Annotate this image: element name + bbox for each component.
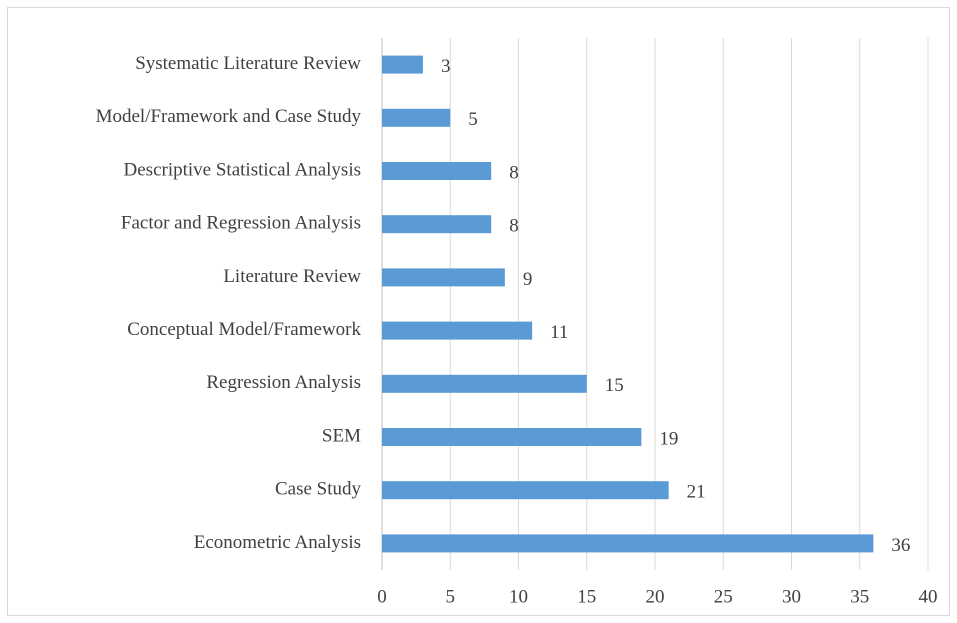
y-tick-label: Model/Framework and Case Study [96, 106, 362, 127]
data-label: 19 [659, 428, 678, 449]
x-tick-label: 5 [446, 586, 456, 607]
bar [382, 268, 505, 287]
chart-frame [7, 7, 950, 616]
y-tick-label: Factor and Regression Analysis [121, 213, 361, 234]
y-tick-label: Literature Review [223, 266, 361, 287]
y-tick-label: Descriptive Statistical Analysis [124, 159, 361, 180]
data-label: 3 [441, 56, 451, 77]
y-tick-label: Systematic Literature Review [135, 53, 361, 74]
x-tick-label: 10 [509, 586, 528, 607]
bar [382, 162, 492, 180]
data-label: 36 [891, 535, 910, 556]
y-tick-label: SEM [322, 425, 361, 446]
bar [382, 108, 451, 127]
bar [382, 374, 587, 393]
x-tick-label: 25 [714, 586, 733, 607]
x-tick-label: 40 [919, 586, 938, 607]
data-label: 8 [509, 162, 519, 183]
x-tick-label: 30 [782, 586, 801, 607]
bar [382, 321, 533, 340]
data-label: 9 [523, 269, 533, 290]
x-tick-label: 35 [850, 586, 869, 607]
y-tick-label: Conceptual Model/Framework [127, 319, 361, 340]
data-label: 11 [550, 322, 568, 343]
data-label: 5 [468, 109, 478, 130]
x-tick-label: 15 [577, 586, 596, 607]
data-label: 15 [605, 375, 624, 396]
data-label: 21 [687, 482, 706, 503]
x-tick-label: 20 [646, 586, 665, 607]
bar [382, 428, 642, 446]
bar [382, 215, 492, 234]
y-tick-label: Econometric Analysis [194, 532, 361, 553]
bar [382, 55, 423, 74]
y-tick-label: Regression Analysis [206, 372, 361, 393]
x-tick-label: 0 [377, 586, 387, 607]
y-tick-label: Case Study [275, 479, 362, 500]
bar [382, 481, 669, 500]
data-label: 8 [509, 216, 519, 237]
bar [382, 534, 874, 553]
